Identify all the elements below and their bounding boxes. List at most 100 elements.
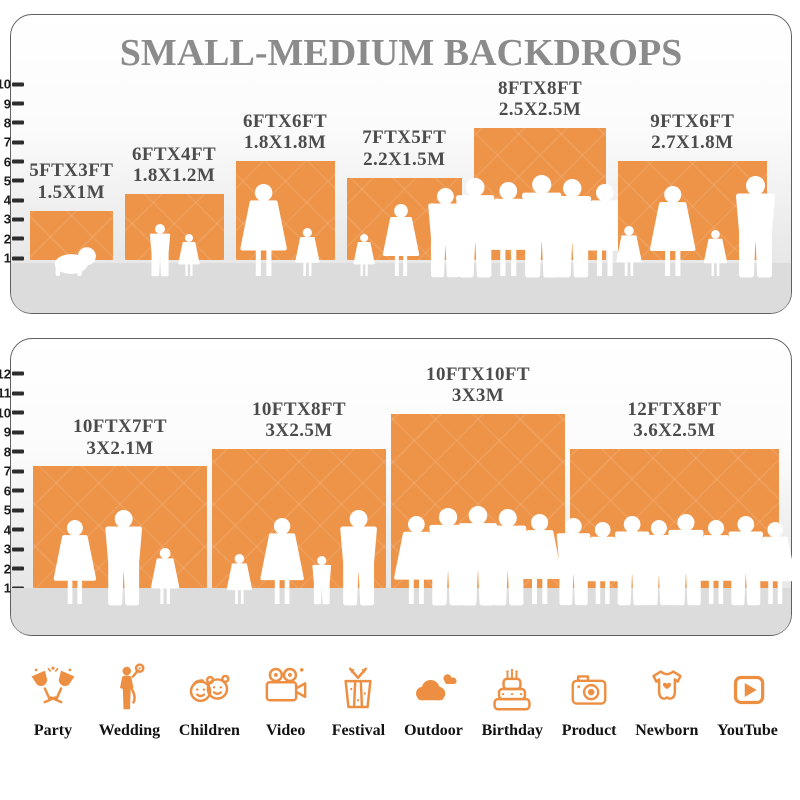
tick-mark [12,256,24,260]
category-label: Video [265,722,306,739]
backdrop-10ftx8ft [212,448,386,606]
tick-mark [12,469,24,473]
size-meters: 2.5X2.5M [498,99,582,121]
tick-mark [12,430,24,434]
backdrop-size-label: 10FTX7FT 3X2.1M [73,416,167,459]
category-outdoor: Outdoor [404,660,463,740]
ruler-number: 5 [3,173,11,189]
ruler-tick-9: 9 [0,97,24,110]
ruler-tick-6: 6 [0,155,24,168]
category-children: Children [179,660,240,740]
ruler-number: 2 [3,231,11,247]
tick-mark [12,217,24,222]
clouds-icon [407,660,461,716]
backdrop-7ftx5ft [346,177,463,278]
ruler-number: 10 [0,405,11,420]
people-silhouettes [456,175,628,278]
size-meters: 3.6X2.5M [633,420,716,442]
category-party: Party [26,660,80,740]
tick-mark [12,391,24,395]
people-silhouettes [616,176,776,278]
ruler-tick-4: 4 [0,194,24,207]
size-feet: 6FTX6FT [242,110,328,132]
ruler-tick-2: 2 [0,232,24,245]
ruler-number: 5 [3,502,11,518]
backdrop-size-label: 10FTX10FT 3X3M [426,364,530,407]
category-label: Party [33,722,73,739]
tick-mark [12,82,24,87]
ruler-number: 3 [3,541,11,557]
tick-mark [12,527,24,532]
ruler-tick-5: 5 [0,504,24,517]
ruler-number: 8 [3,444,11,459]
wedding-couple-icon [102,660,156,716]
people-silhouettes [556,514,796,606]
tick-mark [12,566,24,571]
ruler-number: 3 [3,211,11,227]
birthday-cake-icon [485,660,539,716]
size-meters: 1.5X1M [37,181,105,203]
baby-onesie-icon [640,660,694,716]
ruler-tick-3: 3 [0,213,24,226]
category-label: Children [178,722,240,739]
children-faces-icon [182,660,236,716]
people-silhouettes [352,188,463,278]
panel-medium-large: 1 2 3 4 5 6 7 8 9 10 11 12 10FTX7FT 3X2.1M 10FTX8FT 3… [0,338,796,636]
size-feet: 5FTX3FT [29,160,114,182]
people-silhouettes [394,506,563,606]
backdrop-size-label: 10FTX8FT 3X2.5M [252,399,346,442]
tick-mark [12,140,24,145]
ruler-tick-10: 10 [0,78,24,91]
tick-mark [12,488,24,493]
ruler-number: 4 [3,192,11,208]
ruler-tick-12: 12 [0,367,24,380]
size-meters: 1.8X1.2M [132,165,216,187]
size-feet: 6FTX4FT [131,143,217,165]
size-meters: 2.2X1.5M [363,148,446,170]
tick-mark [12,198,24,203]
category-product: Product [562,660,617,740]
backdrop-8ftx8ft [456,128,628,278]
category-newborn: Newborn [635,660,698,740]
category-youtube: YouTube [717,660,778,740]
size-feet: 12FTX8FT [627,398,722,420]
ruler-tick-8: 8 [0,445,24,458]
backdrop-5ftx3ft [30,210,113,276]
ruler-number: 6 [3,483,11,498]
tick-mark [12,410,24,415]
category-label: Festival [331,722,386,739]
backdrop-size-label: 7FTX5FT 2.2X1.5M [362,127,446,170]
backdrop-6ftx4ft [124,194,224,277]
backdrop-size-label: 9FTX6FT 2.7X1.8M [650,111,734,154]
size-feet: 9FTX6FT [650,110,735,132]
category-label: Newborn [635,722,699,739]
ruler-number: 4 [3,522,11,537]
people-silhouettes [226,510,377,606]
ruler-number: 1 [3,250,11,266]
backdrop-9ftx6ft [616,161,776,278]
category-festival: Festival [331,660,385,740]
size-feet: 10FTX7FT [73,415,167,437]
size-feet: 10FTX8FT [252,398,346,420]
category-label: Birthday [481,722,543,739]
ruler-tick-3: 3 [0,543,24,556]
ruler-number: 12 [0,366,11,381]
ruler-tick-10: 10 [0,406,24,419]
ruler-number: 11 [0,385,11,401]
tick-mark [12,508,24,512]
size-feet: 10FTX10FT [426,363,530,385]
tick-mark [12,236,24,241]
ground-strip [11,263,791,313]
ruler-number: 7 [3,134,11,150]
category-label: Product [561,722,617,739]
tick-mark [12,178,24,183]
tick-mark [12,159,24,164]
people-silhouettes [54,247,96,276]
size-feet: 7FTX5FT [362,127,447,149]
ruler-number: 1 [3,580,11,596]
tick-mark [12,449,24,454]
backdrop-size-label: 12FTX8FT 3.6X2.5M [627,399,721,442]
backdrop-size-label: 6FTX6FT 1.8X1.8M [243,111,327,154]
photo-camera-icon [563,660,615,716]
